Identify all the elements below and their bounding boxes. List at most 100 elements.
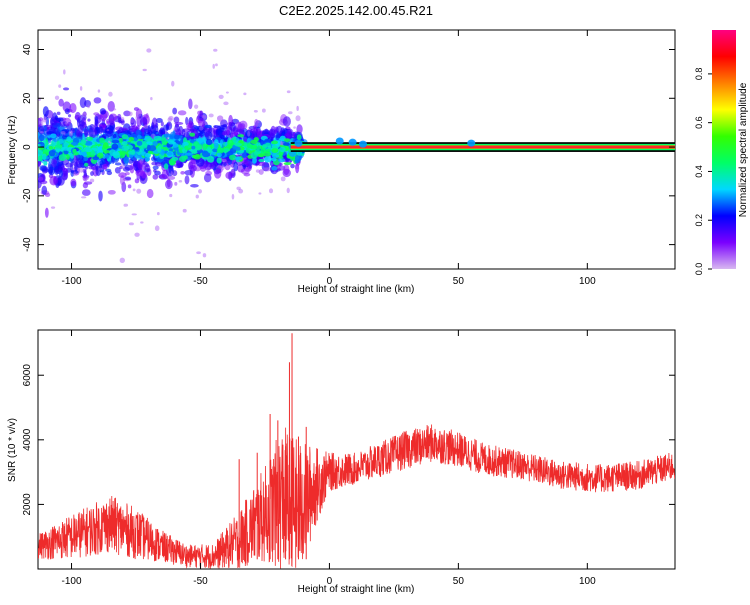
- spectrogram-cell: [160, 148, 165, 156]
- spectrogram-cell: [249, 144, 258, 150]
- spectrogram-cell: [43, 149, 50, 153]
- spectrogram-cell: [63, 69, 66, 75]
- snr-xtick-label: 100: [579, 576, 596, 587]
- spectrogram-cell: [252, 156, 257, 164]
- spectrogram-cell: [294, 164, 300, 170]
- spectrogram-cell: [169, 193, 173, 198]
- spectrogram-cell: [211, 151, 217, 155]
- spectrogram-cell: [228, 154, 237, 161]
- spectrogram-cell: [152, 140, 158, 147]
- snr-xtick-label: 50: [453, 576, 465, 587]
- spectrogram-cell: [174, 163, 183, 169]
- spectrogram-cell: [236, 186, 241, 191]
- spectrogram-cell: [160, 121, 164, 127]
- spectrogram-cell: [123, 156, 130, 164]
- snr-xtick-label: -100: [62, 576, 82, 587]
- spectrogram-cell: [118, 137, 123, 144]
- spectrogram-cell: [47, 166, 56, 176]
- spectrogram-cell: [271, 154, 280, 158]
- spectrogram-cell: [121, 140, 128, 146]
- spectrogram-cell: [90, 171, 94, 176]
- spectrogram-cell: [358, 140, 367, 148]
- spectrogram-cell: [172, 107, 178, 115]
- spectrogram-cell: [169, 135, 175, 140]
- spectrogram-cell: [114, 162, 122, 166]
- spectrogram-cell: [106, 129, 110, 132]
- spectrogram-cell: [54, 95, 60, 100]
- spectrogram-xtick-label: 50: [453, 276, 465, 287]
- spectrogram-cell: [296, 105, 299, 112]
- colorbar-tick-label: 0.0: [694, 263, 704, 276]
- spectrogram-cell: [87, 104, 90, 109]
- spectrogram-cell: [51, 158, 57, 168]
- spectrogram-cell: [218, 94, 224, 100]
- spectrogram-cell: [130, 118, 135, 123]
- spectrogram-ytick-label: 40: [22, 44, 33, 56]
- spectrogram-cell: [38, 176, 44, 182]
- spectrogram-cell: [188, 98, 193, 110]
- spectrogram-cell: [63, 172, 68, 180]
- spectrogram-cell: [70, 141, 79, 146]
- spectrogram-cell: [81, 196, 87, 199]
- spectrogram-cell: [89, 178, 95, 183]
- spectrogram-cell: [103, 150, 112, 154]
- spectrogram-cell: [217, 128, 222, 137]
- spectrogram-cell: [271, 140, 278, 145]
- spectrogram-cell: [108, 91, 113, 97]
- spectrogram-cell: [148, 145, 157, 152]
- spectrogram-cell: [227, 139, 234, 147]
- spectrogram-cell: [261, 108, 266, 113]
- spectrogram-cell: [81, 189, 91, 196]
- spectrogram-cell: [208, 113, 214, 118]
- spectrogram-cell: [296, 134, 302, 141]
- spectrogram-cell: [69, 102, 77, 114]
- spectrogram-cell: [192, 149, 197, 154]
- spectrogram-cell: [66, 136, 72, 142]
- spectrogram-cell: [152, 165, 159, 170]
- spectrogram-cell: [108, 113, 118, 121]
- spectrogram-cell: [70, 178, 77, 187]
- spectrogram-cell: [54, 115, 59, 120]
- spectrogram-cell: [107, 189, 116, 195]
- spectrogram-cell: [62, 87, 70, 91]
- spectrogram-cell: [206, 155, 215, 163]
- spectrogram-cell: [223, 101, 229, 106]
- spectrogram-cell: [202, 253, 207, 258]
- snr-xlabel: Height of straight line (km): [298, 584, 415, 595]
- spectrogram-cell: [39, 180, 48, 185]
- spectrogram-cell: [250, 139, 258, 145]
- snr-ylabel: SNR (10 * v/v): [7, 418, 18, 482]
- spectrogram-cell: [49, 176, 59, 186]
- colorbar-tick-label: 0.6: [694, 116, 704, 129]
- spectrogram-cell: [166, 151, 173, 156]
- spectrogram-cell: [233, 131, 239, 136]
- colorbar-tick-label: 0.4: [694, 165, 704, 178]
- spectrogram-cell: [88, 166, 94, 170]
- spectrogram-cell: [204, 124, 212, 129]
- spectrogram-cell: [203, 173, 212, 183]
- spectrogram-cell: [279, 146, 286, 153]
- spectrogram-cell: [283, 138, 291, 142]
- spectrogram-cell: [54, 144, 62, 149]
- spectrogram-cell: [136, 188, 142, 194]
- spectrogram-cell: [38, 125, 45, 135]
- colorbar: 0.0 0.2 0.4 0.6 0.8 Normalized spectral ampl…: [694, 30, 749, 275]
- spectrogram-cell: [231, 170, 235, 174]
- spectrogram-cell: [43, 160, 48, 166]
- colorbar-scale: [712, 30, 736, 269]
- spectrogram-cell: [173, 116, 180, 124]
- spectrogram-cell: [234, 142, 242, 147]
- spectrogram-cell: [76, 129, 81, 137]
- spectrogram-cell: [282, 168, 291, 178]
- spectrogram-cell: [212, 148, 219, 153]
- spectrogram-cell: [278, 157, 286, 163]
- spectrogram-cell: [173, 134, 180, 140]
- spectrogram-cell: [132, 188, 136, 192]
- spectrogram-cell: [58, 98, 64, 107]
- spectrogram-cell: [46, 131, 55, 135]
- spectrogram-ytick-label: 0: [22, 144, 33, 150]
- spectrogram-cell: [147, 124, 151, 134]
- spectrogram-cell: [214, 139, 219, 145]
